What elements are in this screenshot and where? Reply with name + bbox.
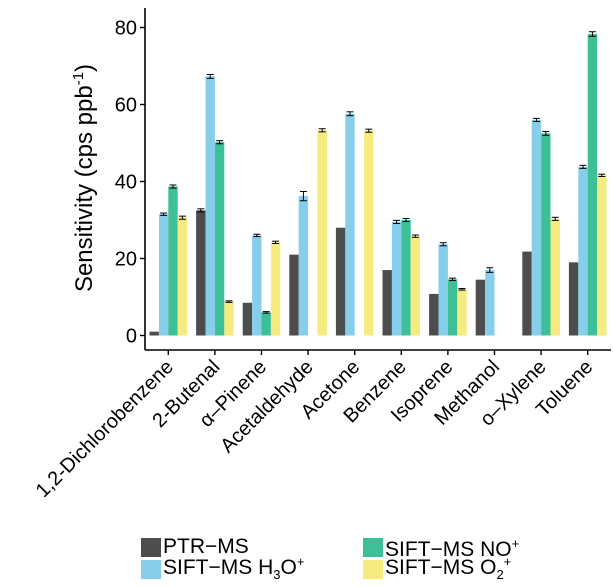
bar-sift-ms-no-o-xylene bbox=[541, 133, 551, 336]
y-axis-title-main: Sensitivity (cps ppb bbox=[71, 85, 98, 292]
legend-item-sift-ms-no: SIFT−MS NO+ bbox=[363, 536, 520, 561]
bar-sift-ms-h3o-acetaldehyde bbox=[298, 196, 309, 336]
bar-sift-ms-o2-isoprene bbox=[457, 289, 467, 336]
y-tick-label-40: 40 bbox=[115, 172, 137, 194]
y-tick-label-0: 0 bbox=[126, 326, 137, 348]
bar-sift-ms-o2-acetone bbox=[364, 130, 374, 336]
bar-ptr-ms-isoprene bbox=[429, 293, 439, 336]
bar-sift-ms-o2-1-2-dichlorobenzene bbox=[177, 217, 188, 336]
y-tick-label-20: 20 bbox=[115, 249, 137, 271]
bar-sift-ms-h3o-toluene bbox=[578, 166, 588, 336]
bar-sift-ms-o2-2-butenal bbox=[224, 301, 234, 336]
bar-ptr-ms-o-xylene bbox=[522, 251, 532, 336]
bar-sift-ms-no-pinene bbox=[261, 312, 271, 336]
bar-sift-ms-h3o-acetone bbox=[345, 113, 355, 336]
x-tick-label-1-2-dichlorobenzene: 1,2-Dichlorobenzene bbox=[32, 356, 178, 502]
bar-sift-ms-no-toluene bbox=[587, 34, 598, 336]
bar-sift-ms-o2-benzene bbox=[410, 236, 421, 336]
bar-ptr-ms-methanol bbox=[475, 279, 486, 336]
y-tick-label-60: 60 bbox=[115, 95, 137, 117]
bar-sift-ms-h3o-1-2-dichlorobenzene bbox=[158, 214, 169, 336]
y-axis-title-superscript: -1 bbox=[70, 72, 87, 85]
y-axis-title-close: ) bbox=[71, 64, 98, 72]
bar-ptr-ms-2-butenal bbox=[196, 210, 206, 336]
bar-sift-ms-o2-o-xylene bbox=[550, 218, 560, 336]
bar-ptr-ms-toluene bbox=[568, 262, 579, 336]
y-axis-title: Sensitivity (cps ppb-1) bbox=[70, 64, 98, 292]
bar-sift-ms-h3o-methanol bbox=[485, 270, 495, 336]
legend-swatch-sift-ms-h3o bbox=[141, 559, 161, 579]
bar-sift-ms-o2-pinene bbox=[270, 242, 281, 336]
bar-sift-ms-h3o-2-butenal bbox=[205, 76, 215, 336]
bar-sift-ms-h3o-pinene bbox=[252, 235, 262, 336]
legend: PTR−MS SIFT−MS NO+ SIFT−MS H3O+ SIFT−MS … bbox=[141, 536, 581, 583]
bar-sift-ms-no-2-butenal bbox=[214, 142, 225, 336]
bar-ptr-ms-acetone bbox=[335, 227, 346, 336]
legend-label-sift-ms-no: SIFT−MS NO+ bbox=[385, 536, 520, 561]
legend-item-sift-ms-h3o: SIFT−MS H3O+ bbox=[141, 554, 304, 583]
legend-item-sift-ms-o2: SIFT−MS O2+ bbox=[363, 554, 511, 583]
bar-sift-ms-o2-toluene bbox=[597, 175, 607, 336]
bar-sift-ms-h3o-benzene bbox=[391, 221, 402, 336]
bar-sift-ms-no-benzene bbox=[401, 220, 411, 336]
bar-sift-ms-no-isoprene bbox=[447, 279, 458, 336]
legend-label-ptr-ms: PTR−MS bbox=[163, 535, 249, 558]
y-tick-label-80: 80 bbox=[115, 18, 137, 40]
bar-ptr-ms-1-2-dichlorobenzene bbox=[149, 331, 159, 336]
legend-item-ptr-ms: PTR−MS bbox=[141, 536, 249, 558]
legend-swatch-ptr-ms bbox=[141, 537, 161, 557]
legend-label-sift-ms-h3o: SIFT−MS H3O+ bbox=[163, 554, 305, 583]
legend-label-sift-ms-o2: SIFT−MS O2+ bbox=[385, 554, 512, 583]
legend-swatch-sift-ms-no bbox=[363, 537, 383, 557]
bar-sift-ms-h3o-o-xylene bbox=[531, 119, 542, 336]
bar-ptr-ms-benzene bbox=[382, 270, 392, 336]
bar-ptr-ms-acetaldehyde bbox=[289, 254, 299, 336]
bar-sift-ms-o2-acetaldehyde bbox=[317, 130, 327, 336]
bar-sift-ms-h3o-isoprene bbox=[438, 244, 448, 336]
bar-chart: 0204060801,2-Dichlorobenzene2-Butenalα–P… bbox=[32, 8, 611, 502]
legend-swatch-sift-ms-o2 bbox=[363, 559, 383, 579]
bar-sift-ms-no-1-2-dichlorobenzene bbox=[168, 186, 178, 336]
bar-ptr-ms-pinene bbox=[242, 302, 253, 336]
